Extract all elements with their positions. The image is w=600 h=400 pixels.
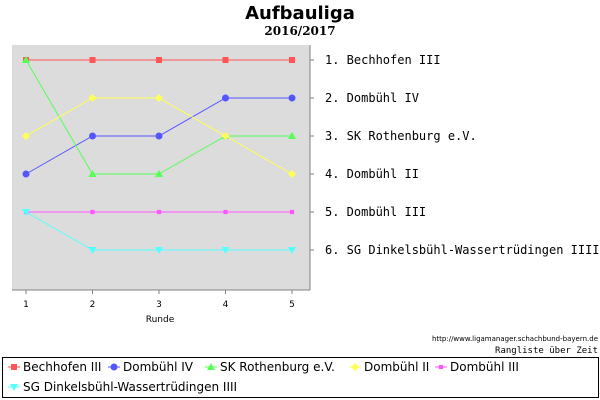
legend-label: Dombühl III [450,360,519,374]
chart-footnote: Rangliste über Zeit [495,346,598,356]
point-marker [351,363,359,371]
legend-label: Dombühl II [364,360,429,374]
point-marker [155,94,163,102]
legend-label: SK Rothenburg e.V. [220,360,335,374]
rank-label: 4. Dombühl II [325,167,419,181]
point-marker [155,247,163,254]
x-tick-label: 3 [156,300,162,310]
plot-area [12,45,310,290]
series-domb-hl-iv [22,94,296,178]
x-tick-group: 1 2 3 4 5 [23,290,295,310]
series-sg-dinkelsb-hl-wassertr-dingen-iiii [22,209,296,254]
point-marker [89,132,96,140]
point-marker [88,170,97,177]
x-axis-label: Runde [146,315,175,325]
point-marker [288,132,296,139]
point-marker [88,247,97,254]
rank-label: 6. SG Dinkelsbühl-Wassertrüdingen IIII [325,243,600,257]
point-marker [223,209,228,215]
rank-label: 3. SK Rothenburg e.V. [325,129,477,143]
x-tick-label: 4 [223,300,229,310]
rank-label: 2. Dombühl IV [325,91,419,105]
legend-item: Dombühl IV [108,360,194,374]
point-marker [11,364,17,370]
point-marker [222,94,229,102]
x-tick-label: 5 [289,300,295,310]
legend-group: Bechhofen III Dombühl IV SK Rothenburg e.V… [8,360,519,394]
chart-title: Aufbauliga [245,3,355,24]
point-marker [288,247,296,254]
point-marker [110,363,118,371]
rank-label: 1. Bechhofen III [325,53,441,67]
point-marker [89,57,96,63]
point-marker [22,209,30,216]
point-marker [289,209,295,215]
point-marker [288,170,296,178]
point-marker [88,94,97,102]
rank-label-group: 1. Bechhofen III 2. Dombühl IV 3. SK Rothe… [310,53,600,257]
point-marker [221,247,230,254]
series-domb-hl-ii [22,94,296,178]
point-marker [10,384,18,391]
legend-item: Dombühl II [349,360,429,374]
legend-label: Dombühl IV [123,360,194,374]
point-marker [207,363,215,370]
point-marker [288,94,296,102]
point-marker [22,132,30,140]
point-marker [221,132,230,140]
legend-item: SK Rothenburg e.V. [205,360,335,374]
series-group [22,56,296,254]
rank-label: 5. Dombühl III [325,205,426,219]
point-marker [222,57,229,63]
x-tick-label: 2 [90,300,96,310]
legend-label: Bechhofen III [23,360,101,374]
chart-subtitle: 2016/2017 [264,24,335,38]
point-marker [155,132,163,140]
point-marker [156,209,162,215]
point-marker [438,364,444,370]
point-marker [155,170,163,177]
point-marker [289,57,295,63]
source-url: http://www.ligamanager.schachbund-bayern… [432,335,598,343]
point-marker [156,57,162,63]
point-marker [22,56,30,63]
legend-box [2,357,599,398]
legend-item: SG Dinkelsbühl-Wassertrüdingen IIII [8,380,237,394]
x-tick-label: 1 [23,300,29,310]
legend-label: SG Dinkelsbühl-Wassertrüdingen IIII [23,380,237,394]
legend-item: Dombühl III [435,360,519,374]
point-marker [22,170,30,178]
legend-item: Bechhofen III [8,360,101,374]
point-marker [90,209,95,215]
